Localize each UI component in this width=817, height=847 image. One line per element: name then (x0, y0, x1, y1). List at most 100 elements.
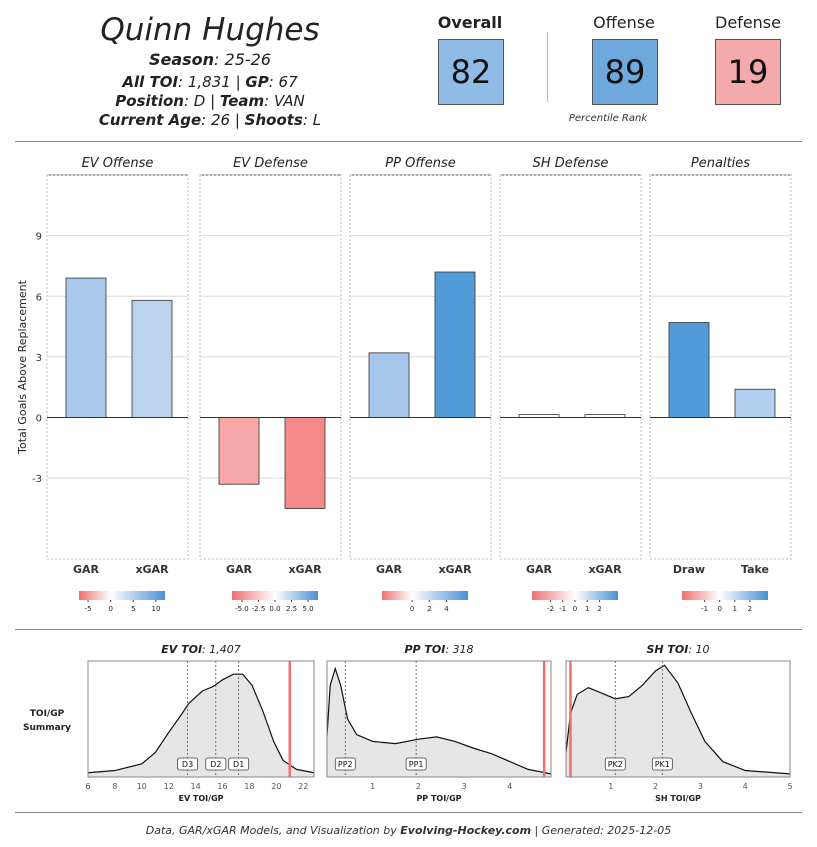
category-label: GAR (73, 563, 100, 576)
density-area (566, 665, 790, 777)
category-label: xGAR (288, 563, 322, 576)
color-legend-bar (232, 591, 318, 600)
toi-value: : 1,831 | (178, 73, 246, 91)
legend-tick-label: 1 (585, 605, 589, 613)
y-tick-label: 6 (36, 292, 42, 303)
toi-title-value: : 10 (688, 643, 709, 656)
x-tick-label: 6 (85, 782, 90, 791)
category-label: xGAR (588, 563, 622, 576)
density-curve (326, 666, 552, 775)
age-value: : 26 | (201, 111, 245, 129)
toi-title-bold: SH TOI (646, 643, 688, 656)
role-marker-label: PP1 (409, 760, 424, 769)
footer: Data, GAR/xGAR Models, and Visualization… (0, 824, 817, 837)
toi-panel-frame (326, 660, 552, 778)
x-tick-label: 14 (191, 782, 201, 791)
legend-tick-label: -2 (547, 605, 554, 613)
bar (131, 299, 173, 418)
percentile-caption: Percentile Rank (568, 113, 648, 124)
density-area (88, 674, 314, 777)
role-marker-label: D1 (233, 760, 244, 769)
x-tick-label: 20 (271, 782, 281, 791)
overall-title: Overall (437, 13, 503, 32)
x-tick-label: 2 (416, 782, 421, 791)
panel-title: EV Offense (82, 156, 154, 171)
y-tick-label: 9 (36, 232, 42, 243)
x-tick-label: 12 (164, 782, 174, 791)
role-marker-box (651, 757, 673, 771)
role-marker-label: D2 (210, 760, 221, 769)
legend-tick-label: -1 (701, 605, 708, 613)
legend-tick-label: 2 (748, 605, 752, 613)
overall-score-box: 82 (438, 39, 504, 105)
x-tick-label: 2 (653, 782, 658, 791)
panel-title: PP Offense (385, 156, 455, 171)
legend-tick-label: 1 (733, 605, 737, 613)
y-tick-label: 0 (36, 414, 42, 425)
shoots-label: Shoots (244, 111, 303, 129)
row-label-line2: Summary (23, 723, 71, 733)
category-label: Draw (673, 563, 705, 576)
section-divider (15, 629, 802, 630)
y-tick-label: -3 (32, 474, 42, 485)
offense-title: Offense (593, 13, 655, 32)
role-marker-box (334, 757, 356, 771)
x-tick-label: 10 (137, 782, 147, 791)
color-legend-bar (382, 591, 468, 600)
x-axis-label: PP TOI/GP (416, 794, 461, 803)
gar-bar-chart: Total Goals Above Replacement -3 0 3 6 9 EV Of… (16, 156, 792, 613)
toi-title-bold: PP TOI (404, 643, 445, 656)
category-label: GAR (526, 563, 553, 576)
toi-title-value: : 318 (445, 643, 473, 656)
bar (368, 352, 410, 418)
bar (434, 271, 476, 418)
offense-score-box: 89 (592, 39, 658, 105)
role-marker-label: D3 (182, 760, 193, 769)
legend-tick-label: 0 (717, 605, 721, 613)
density-curve (565, 664, 791, 775)
defense-title: Defense (715, 13, 781, 32)
panel-title: EV Defense (233, 156, 308, 171)
toi-label: All TOI (122, 73, 179, 91)
x-tick-label: 4 (507, 782, 512, 791)
density-curve (87, 673, 315, 774)
x-tick-label: 3 (698, 782, 703, 791)
footer-divider (15, 812, 802, 813)
panel-title: Penalties (691, 156, 750, 171)
density-area (327, 668, 551, 777)
category-label: GAR (226, 563, 253, 576)
shoots-value: : L (302, 111, 322, 129)
player-name: Quinn Hughes (100, 12, 320, 48)
role-marker-box (405, 757, 427, 771)
x-axis-label: EV TOI/GP (178, 794, 223, 803)
role-marker-box (604, 757, 626, 771)
color-legend-bar (682, 591, 768, 600)
category-label: xGAR (135, 563, 169, 576)
role-marker-label: PK1 (655, 760, 670, 769)
panel-border (499, 174, 642, 560)
legend-tick-label: 2.5 (286, 605, 297, 613)
team-value: : VAN (264, 92, 305, 110)
toi-title-bold: EV TOI (161, 643, 202, 656)
panel-title: SH Defense (533, 156, 609, 171)
legend-tick-label: -2.5 (252, 605, 266, 613)
panel-border (649, 174, 792, 560)
legend-tick-label: -1 (559, 605, 566, 613)
season-value: : 25-26 (214, 50, 272, 69)
age-line: Current Age: 26 | Shoots: L (60, 111, 360, 130)
legend-tick-label: 2 (597, 605, 601, 613)
footer-brand: Evolving-Hockey.com (400, 824, 532, 837)
legend-tick-label: -5 (85, 605, 92, 613)
x-tick-label: 8 (112, 782, 117, 791)
x-tick-label: 16 (217, 782, 227, 791)
category-label: xGAR (438, 563, 472, 576)
position-value: : D | (183, 92, 220, 110)
role-marker-label: PK2 (608, 760, 623, 769)
toi-panel-title: EV TOI: 1,407 (161, 643, 241, 656)
x-tick-label: 4 (743, 782, 748, 791)
toi-panel-frame (565, 660, 791, 778)
season-line: Season: 25-26 (60, 50, 360, 69)
category-label: GAR (376, 563, 403, 576)
role-marker-box (228, 757, 250, 771)
